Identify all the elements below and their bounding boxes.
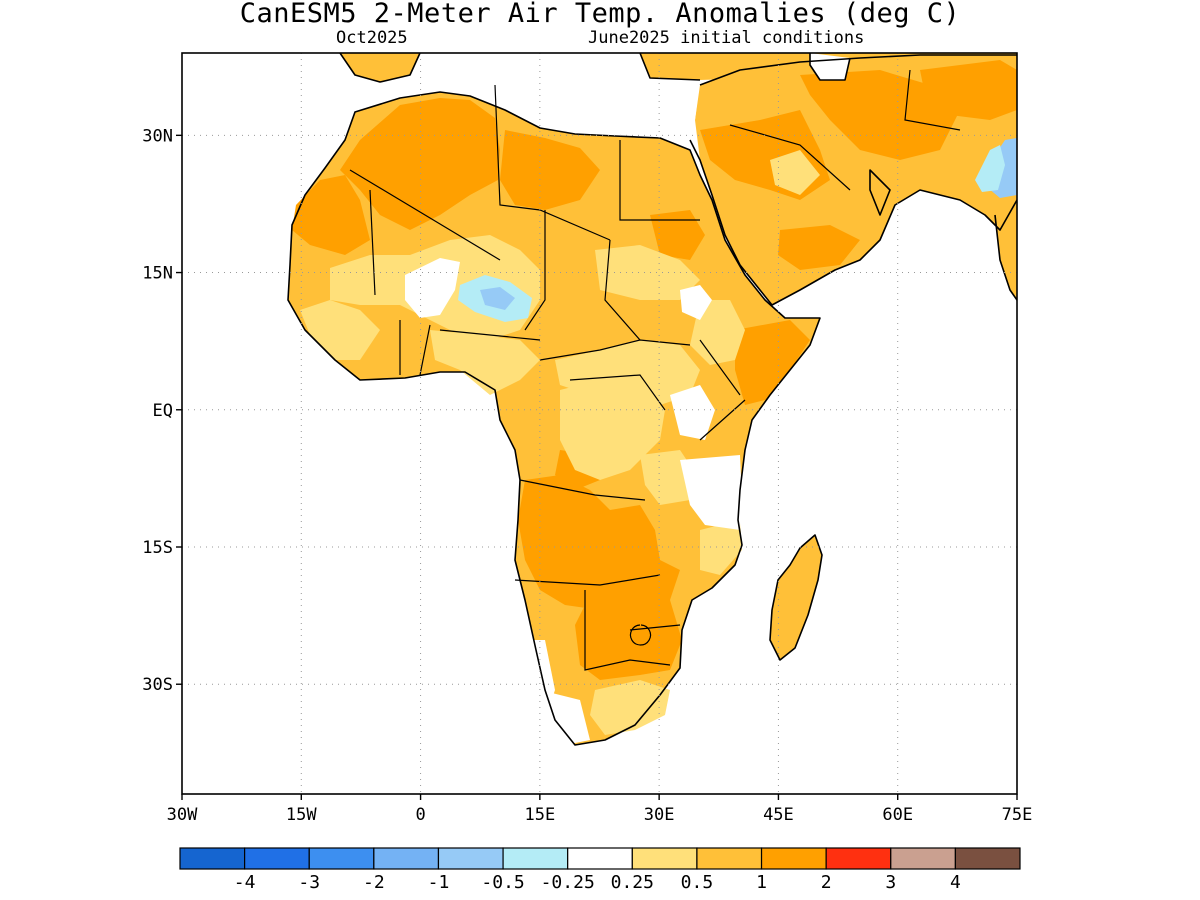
colorbar-bin — [890, 847, 956, 870]
chart-title: CanESM5 2-Meter Air Temp. Anomalies (deg… — [239, 0, 961, 29]
y-axis: 30N 15N EQ 15S 30S — [142, 126, 182, 695]
colorbar-label: -0.5 — [481, 872, 524, 893]
y-tick-label: 15S — [142, 538, 173, 558]
colorbar-label: -0.25 — [541, 872, 595, 893]
y-tick-label: 30S — [142, 675, 173, 695]
colorbar-bin — [437, 847, 504, 870]
colorbar-bin — [179, 847, 246, 870]
coastlines — [287, 53, 1017, 746]
country-borders — [349, 69, 961, 671]
colorbar-label: 4 — [950, 872, 961, 893]
colorbar-bin — [502, 847, 569, 870]
y-tick-label: EQ — [153, 401, 173, 421]
colorbar: -4 -3 -2 -1 -0.5 -0.25 0.25 0.5 1 2 3 4 — [179, 847, 1021, 893]
colorbar-label: 2 — [821, 872, 832, 893]
cool-anomaly-sahel — [458, 275, 532, 322]
colorbar-bin — [244, 847, 310, 870]
colorbar-bin — [696, 847, 763, 870]
mediterranean-sea — [410, 53, 700, 140]
colorbar-label: 1 — [756, 872, 767, 893]
india-landmass — [995, 200, 1017, 300]
x-tick-label: 60E — [882, 805, 913, 825]
x-tick-label: 15E — [524, 805, 555, 825]
x-tick-label: 30W — [167, 805, 198, 825]
initial-conditions-label: June2025 initial conditions — [588, 28, 865, 48]
forecast-month-label: Oct2025 — [336, 28, 408, 48]
colorbar-label: 0.5 — [681, 872, 714, 893]
colorbar-bin — [825, 847, 892, 870]
x-tick-label: 45E — [763, 805, 794, 825]
colorbar-label: -3 — [298, 872, 320, 893]
colorbar-bin — [567, 847, 633, 870]
colorbar-label: -1 — [428, 872, 450, 893]
colorbar-bin — [631, 847, 698, 870]
colorbar-label: 3 — [885, 872, 896, 893]
colorbar-bin — [954, 847, 1021, 870]
anomaly-1-to-2 — [292, 60, 1017, 680]
x-tick-label: 0 — [415, 805, 425, 825]
plot-frame — [181, 52, 1018, 795]
x-tick-label: 30E — [644, 805, 675, 825]
colorbar-bin — [760, 847, 827, 870]
madagascar — [770, 535, 822, 660]
anomaly-field — [288, 53, 1017, 745]
colorbar-label: -4 — [234, 872, 256, 893]
colorbar-label: 0.25 — [611, 872, 654, 893]
x-tick-label: 15W — [286, 805, 317, 825]
colorbar-bin — [373, 847, 440, 870]
y-tick-label: 30N — [142, 126, 173, 146]
y-tick-label: 15N — [142, 264, 173, 284]
colorbar-bin — [308, 847, 375, 870]
x-tick-label: 75E — [1002, 805, 1033, 825]
colorbar-label: -2 — [363, 872, 385, 893]
x-axis: 30W 15W 0 15E 30E 45E 60E 75E — [167, 794, 1033, 825]
